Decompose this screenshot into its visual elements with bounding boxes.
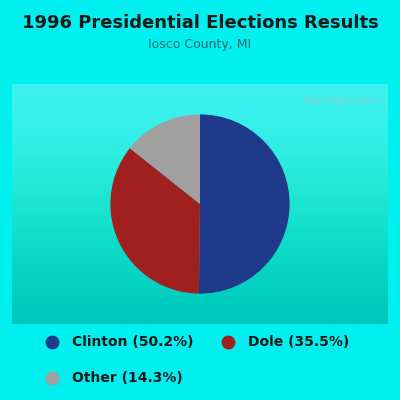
Wedge shape	[130, 114, 200, 204]
Wedge shape	[199, 114, 290, 294]
Text: 1996 Presidential Elections Results: 1996 Presidential Elections Results	[22, 14, 378, 32]
Text: Other (14.3%): Other (14.3%)	[72, 370, 183, 385]
Text: Clinton (50.2%): Clinton (50.2%)	[72, 335, 194, 350]
Text: City-Data.com: City-Data.com	[302, 96, 377, 106]
Text: Dole (35.5%): Dole (35.5%)	[248, 335, 349, 350]
Wedge shape	[110, 148, 200, 294]
Text: Iosco County, MI: Iosco County, MI	[148, 38, 252, 51]
